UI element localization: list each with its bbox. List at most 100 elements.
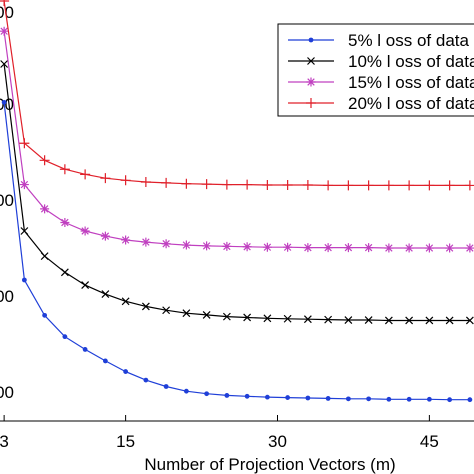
- data-point: [162, 306, 171, 315]
- data-point: [386, 396, 392, 402]
- data-point: [445, 243, 455, 253]
- legend-item: 15% l oss of data: [288, 73, 474, 92]
- data-point: [323, 243, 333, 253]
- legend-item: 20% l oss of data: [288, 94, 474, 113]
- plot-frame: [0, 420, 474, 422]
- data-point: [80, 226, 90, 236]
- legend-label: 5% l oss of data: [348, 31, 470, 50]
- data-point: [404, 243, 414, 253]
- data-point: [1, 99, 7, 105]
- data-point: [141, 302, 150, 311]
- data-point: [204, 391, 210, 397]
- data-point: [201, 179, 212, 190]
- data-point: [285, 395, 291, 400]
- data-point: [181, 178, 192, 189]
- series-4: [0, 0, 474, 191]
- data-point: [21, 277, 27, 283]
- data-point: [121, 297, 130, 306]
- data-point: [404, 180, 415, 191]
- data-point: [143, 377, 149, 383]
- data-point: [39, 155, 50, 166]
- data-point: [100, 231, 110, 241]
- data-point: [283, 242, 293, 252]
- data-point: [325, 396, 331, 401]
- y-tick-label: 00: [0, 287, 14, 306]
- data-point: [303, 315, 312, 324]
- data-point: [161, 177, 172, 188]
- data-point: [343, 180, 354, 191]
- x-tick-label: 45: [420, 432, 439, 451]
- data-point: [323, 180, 334, 191]
- data-point: [19, 180, 29, 190]
- data-point: [425, 316, 434, 325]
- legend-label: 15% l oss of data: [348, 73, 474, 92]
- data-point: [141, 237, 151, 247]
- legend-marker: [306, 77, 316, 87]
- y-tick-label: 00: [0, 95, 14, 114]
- series-1: [1, 99, 473, 403]
- data-point: [384, 316, 393, 325]
- data-point: [283, 314, 292, 323]
- data-point: [384, 243, 394, 253]
- data-point: [303, 243, 313, 253]
- data-point: [364, 316, 373, 324]
- data-point: [222, 241, 232, 251]
- data-point: [305, 395, 311, 401]
- data-point: [221, 179, 232, 190]
- data-point: [202, 311, 211, 319]
- x-tick-label: 30: [268, 432, 287, 451]
- data-point: [405, 316, 414, 325]
- data-point: [426, 396, 432, 402]
- data-point: [445, 316, 454, 325]
- y-axis-ticks: 00 00 00 00 00: [0, 3, 14, 402]
- data-point: [467, 397, 473, 403]
- legend-marker: [307, 57, 315, 65]
- data-point: [181, 240, 191, 250]
- data-point: [242, 179, 253, 190]
- data-point: [42, 312, 48, 318]
- data-point: [202, 241, 212, 251]
- data-point: [0, 60, 9, 68]
- data-point: [123, 369, 129, 374]
- data-point: [19, 138, 30, 149]
- data-point: [244, 393, 250, 399]
- data-point: [243, 313, 252, 322]
- x-axis-title: Number of Projection Vectors (m): [144, 455, 395, 474]
- data-point: [264, 394, 270, 400]
- series-layer: [0, 0, 474, 403]
- data-point: [465, 316, 474, 325]
- data-point: [366, 396, 372, 402]
- data-point: [140, 177, 151, 188]
- data-point: [242, 242, 252, 252]
- data-point: [447, 397, 453, 403]
- legend-item: 5% l oss of data: [288, 31, 470, 50]
- data-point: [222, 312, 231, 321]
- data-point: [364, 243, 374, 253]
- series-2: [0, 60, 474, 325]
- data-point: [424, 243, 434, 253]
- legend-marker: [306, 98, 316, 108]
- data-point: [0, 0, 10, 6]
- plot-border: [0, 420, 474, 422]
- x-tick-label: 3: [0, 432, 9, 451]
- y-tick-label: 00: [0, 3, 14, 22]
- data-point: [0, 26, 9, 36]
- legend-item: 10% l oss of data: [288, 52, 474, 71]
- data-point: [302, 179, 313, 190]
- legend-label: 10% l oss of data: [348, 52, 474, 71]
- data-point: [383, 180, 394, 191]
- data-point: [60, 268, 69, 277]
- data-point: [406, 396, 412, 402]
- data-point: [262, 242, 272, 252]
- data-point: [101, 290, 110, 298]
- data-point: [82, 347, 88, 352]
- series-3: [0, 26, 474, 253]
- data-point: [363, 180, 374, 191]
- data-point: [465, 243, 474, 253]
- data-point: [80, 169, 91, 180]
- data-point: [182, 309, 191, 318]
- legend: 5% l oss of data 10% l oss of data 15% l o…: [277, 23, 474, 117]
- data-point: [263, 314, 272, 323]
- data-point: [224, 393, 230, 398]
